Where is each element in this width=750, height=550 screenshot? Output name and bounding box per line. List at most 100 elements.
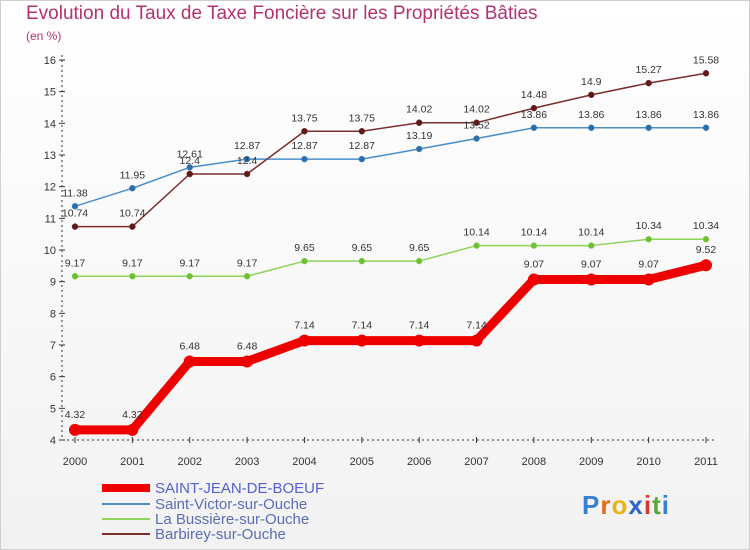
series-line-2: [74, 238, 707, 278]
data-point: [702, 124, 710, 132]
data-point: [700, 259, 712, 272]
data-label: 13.86: [635, 109, 661, 121]
data-point: [358, 257, 366, 265]
data-label: 10.14: [463, 227, 489, 239]
data-point: [413, 334, 426, 347]
series-line-0: [70, 260, 711, 435]
data-label: 10.74: [62, 208, 88, 220]
chart-subtitle: (en %): [26, 29, 62, 43]
logo-letter: P: [582, 490, 601, 520]
logo-letter: o: [611, 490, 629, 520]
logo-letter: t: [652, 490, 662, 520]
logo-letter: i: [643, 490, 653, 520]
data-point: [645, 124, 652, 132]
data-label: 9.17: [122, 257, 143, 269]
data-label: 9.52: [696, 244, 717, 256]
data-label: 10.74: [119, 208, 145, 220]
x-tick-label: 2009: [579, 456, 603, 468]
data-point: [71, 273, 79, 280]
data-label: 9.07: [638, 258, 659, 270]
data-label: 9.17: [65, 257, 86, 269]
data-label: 13.52: [463, 120, 489, 132]
series-line-3: [74, 72, 707, 228]
data-point: [588, 242, 595, 249]
data-point: [241, 355, 254, 368]
legend-label: La Bussière-sur-Ouche: [155, 511, 309, 528]
data-point: [645, 79, 652, 87]
data-point: [243, 155, 251, 163]
data-label: 12.4: [237, 155, 258, 167]
x-tick-label: 2004: [292, 456, 316, 468]
data-label: 13.19: [406, 130, 432, 142]
data-point: [642, 273, 655, 286]
data-label: 4.32: [122, 409, 143, 421]
data-label: 10.14: [578, 227, 604, 239]
data-label: 9.17: [180, 257, 201, 269]
y-tick-label: 12: [44, 182, 56, 194]
logo-letter: r: [600, 490, 612, 520]
data-label: 12.87: [234, 140, 260, 152]
data-point: [530, 242, 538, 249]
y-tick-label: 9: [50, 277, 56, 289]
y-tick-label: 5: [50, 403, 56, 415]
y-tick-label: 6: [50, 372, 56, 384]
x-tick-label: 2010: [636, 456, 660, 468]
data-point: [186, 273, 193, 280]
x-tick-label: 2003: [235, 456, 259, 468]
data-point: [186, 164, 193, 171]
data-label: 6.48: [237, 340, 258, 352]
data-label: 13.75: [349, 112, 375, 124]
data-point: [355, 334, 368, 347]
data-point: [470, 334, 483, 347]
data-label: 6.48: [180, 340, 201, 352]
data-point: [588, 91, 595, 99]
data-label: 7.14: [352, 320, 373, 332]
y-tick-label: 15: [44, 87, 56, 99]
data-label: 10.34: [635, 220, 661, 232]
data-point: [645, 235, 652, 243]
data-label: 14.48: [521, 89, 547, 101]
y-tick-label: 16: [44, 55, 56, 67]
data-point: [530, 124, 538, 132]
data-label: 12.4: [180, 155, 201, 167]
x-tick-label: 2002: [177, 456, 201, 468]
data-label: 9.65: [294, 242, 315, 254]
data-point: [358, 128, 366, 135]
data-label: 13.86: [521, 109, 547, 121]
data-label: 4.32: [65, 409, 86, 421]
data-point: [129, 273, 136, 280]
data-point: [186, 170, 193, 178]
data-point: [585, 273, 598, 286]
legend-label: SAINT-JEAN-DE-BOEUF: [155, 480, 324, 497]
data-label: 14.02: [406, 104, 432, 116]
legend-label: Saint-Victor-sur-Ouche: [155, 496, 307, 513]
data-label: 10.34: [693, 220, 719, 232]
data-point: [183, 355, 196, 368]
y-tick-label: 7: [50, 340, 56, 352]
data-point: [129, 223, 136, 230]
data-point: [415, 257, 423, 265]
data-label: 12.61: [177, 148, 203, 160]
data-label: 9.07: [581, 258, 602, 270]
data-point: [298, 334, 311, 347]
data-label: 9.17: [237, 257, 258, 269]
data-point: [702, 235, 710, 243]
data-label: 12.87: [291, 140, 317, 152]
data-label: 13.86: [693, 109, 719, 121]
chart-title: Evolution du Taux de Taxe Foncière sur l…: [26, 3, 538, 24]
data-label: 7.14: [409, 320, 430, 332]
data-point: [69, 423, 81, 436]
data-label: 10.14: [521, 227, 547, 239]
data-label: 9.07: [524, 258, 545, 270]
data-point: [301, 155, 308, 163]
data-point: [473, 242, 480, 249]
data-label: 15.27: [635, 64, 661, 76]
data-label: 7.14: [294, 320, 315, 332]
data-point: [301, 128, 308, 135]
data-label: 7.14: [466, 320, 487, 332]
data-point: [473, 135, 480, 142]
legend-label: Barbirey-sur-Ouche: [155, 526, 286, 543]
x-tick-label: 2006: [407, 456, 431, 468]
data-point: [71, 203, 79, 210]
